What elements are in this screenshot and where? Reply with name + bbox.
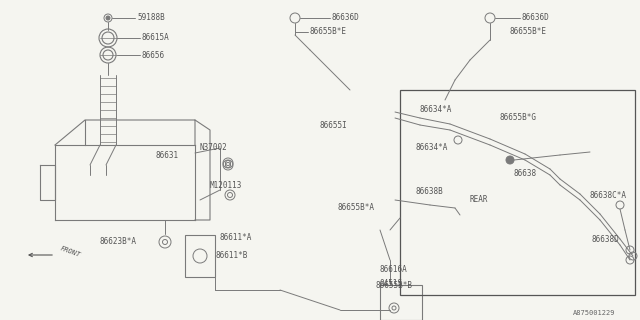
Text: A875001229: A875001229: [573, 310, 615, 316]
Text: M120113: M120113: [210, 180, 243, 189]
Circle shape: [506, 156, 514, 164]
Text: 86634*A: 86634*A: [415, 142, 447, 151]
Text: 86615A: 86615A: [142, 34, 170, 43]
Text: 59188B: 59188B: [137, 13, 164, 22]
Text: 86655B*E: 86655B*E: [510, 28, 547, 36]
Text: 86611*B: 86611*B: [215, 252, 248, 260]
Text: 86631: 86631: [155, 150, 178, 159]
Text: 86655B*E: 86655B*E: [310, 28, 347, 36]
Text: 86655B*A: 86655B*A: [337, 204, 374, 212]
Text: 86636D: 86636D: [332, 13, 360, 22]
Text: 86636D: 86636D: [522, 13, 550, 22]
Text: 86638: 86638: [513, 169, 536, 178]
Bar: [380, 285, 422, 320]
Bar: [400, 90, 635, 295]
Text: 86655I: 86655I: [320, 121, 348, 130]
Text: 86611*A: 86611*A: [220, 234, 252, 243]
Text: FRONT: FRONT: [59, 245, 81, 258]
Text: 86638C*A: 86638C*A: [590, 190, 627, 199]
Text: 86616A: 86616A: [380, 266, 408, 275]
Text: 86638B: 86638B: [415, 188, 443, 196]
Circle shape: [106, 16, 110, 20]
Text: 86655B*G: 86655B*G: [500, 114, 537, 123]
Text: REAR: REAR: [470, 196, 488, 204]
Text: 86623B*A: 86623B*A: [100, 237, 137, 246]
Text: N37002: N37002: [200, 143, 228, 153]
Text: 0451S: 0451S: [380, 278, 403, 287]
Text: 86634*A: 86634*A: [420, 106, 452, 115]
Text: 86638D: 86638D: [592, 236, 620, 244]
Text: 86656: 86656: [142, 51, 165, 60]
Text: 86655B*B: 86655B*B: [375, 281, 412, 290]
Bar: [185, 235, 215, 277]
